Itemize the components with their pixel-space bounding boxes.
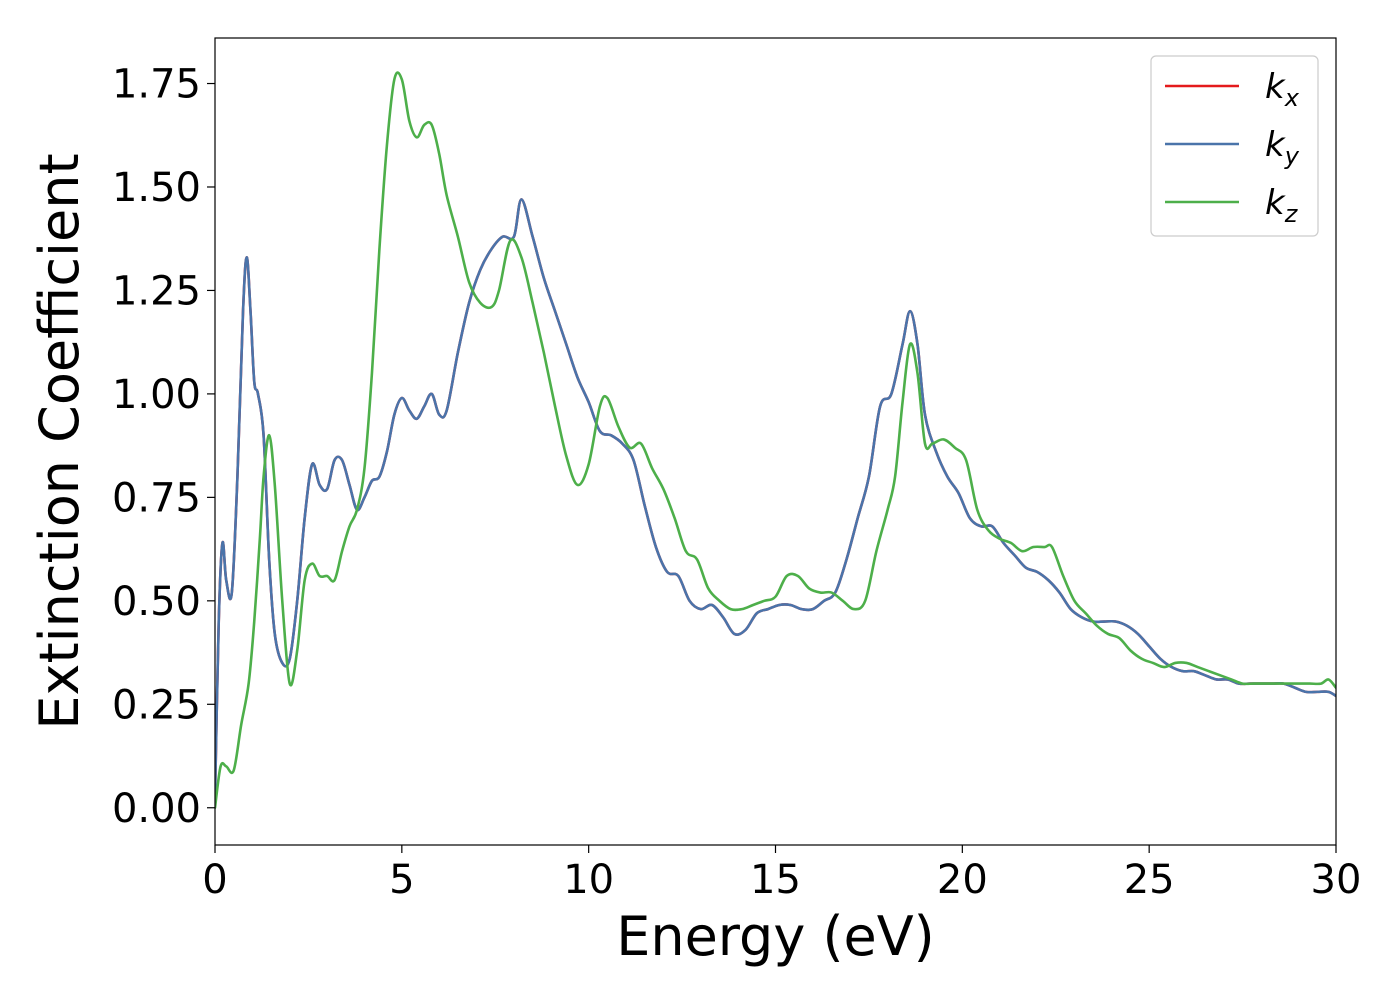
y-tick-label: 0.50 (112, 579, 201, 625)
legend-label-y: ky (1265, 125, 1300, 170)
series-line-x (215, 198, 1336, 801)
y-tick-label: 1.25 (112, 268, 201, 314)
x-tick-label: 10 (563, 857, 614, 903)
y-tick-label: 1.50 (112, 165, 201, 211)
x-tick-label: 20 (937, 857, 988, 903)
y-tick-label: 0.00 (112, 786, 201, 832)
x-tick-label: 30 (1311, 857, 1362, 903)
y-tick-label: 0.75 (112, 475, 201, 521)
series-layer (215, 71, 1336, 810)
legend: kx ky kz (1150, 55, 1319, 237)
y-axis-title: Extinction Coefficient (28, 153, 91, 729)
series-line-z (215, 71, 1336, 810)
x-tick-label: 0 (202, 857, 227, 903)
series-line-y (215, 198, 1336, 801)
x-axis-title: Energy (eV) (616, 905, 935, 968)
y-axis-ticks: 0.00 0.25 0.50 0.75 1.00 1.25 1.50 1.75 (112, 62, 215, 832)
x-tick-label: 5 (389, 857, 414, 903)
y-tick-label: 1.00 (112, 372, 201, 418)
legend-label-z: kz (1265, 183, 1299, 228)
x-axis-ticks: 0 5 10 15 20 25 30 (202, 845, 1361, 903)
x-tick-label: 25 (1124, 857, 1175, 903)
legend-label-x: kx (1265, 67, 1300, 112)
y-tick-label: 1.75 (112, 62, 201, 108)
y-tick-label: 0.25 (112, 682, 201, 728)
x-tick-label: 15 (750, 857, 801, 903)
legend-box (1150, 55, 1319, 237)
plot-frame (214, 37, 1337, 846)
